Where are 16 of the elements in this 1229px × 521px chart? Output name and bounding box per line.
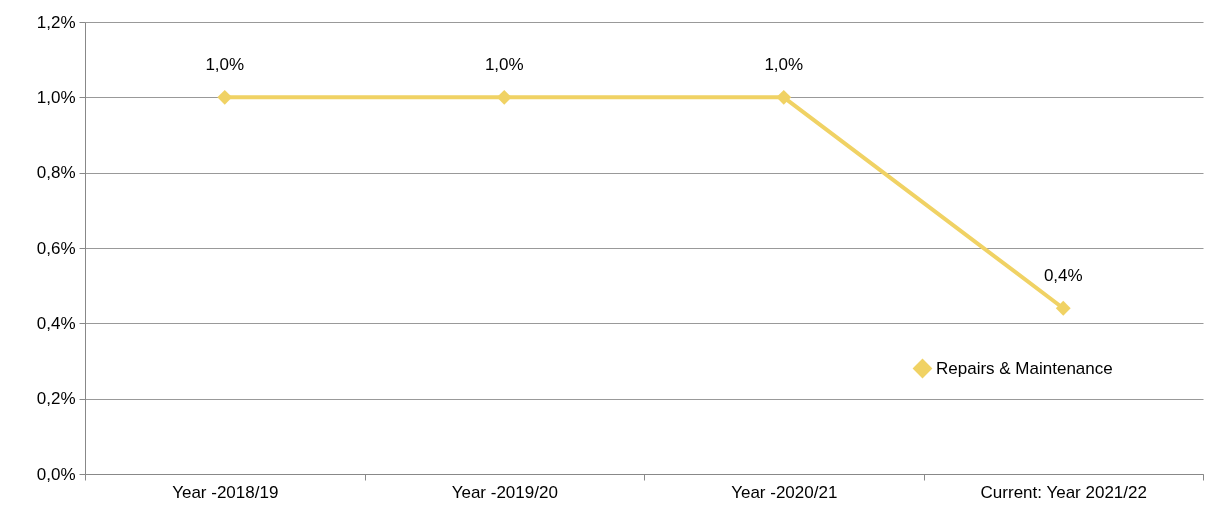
data-label: 1,0% — [205, 55, 245, 75]
x-tick-label: Year -2019/20 — [451, 482, 558, 502]
y-tick-label: 0,6% — [36, 238, 76, 258]
x-tick-label: Year -2020/21 — [731, 482, 838, 502]
x-tick-label: Current: Year 2021/22 — [980, 482, 1147, 502]
legend-label: Repairs & Maintenance — [936, 358, 1113, 378]
y-tick-label: 0,0% — [36, 464, 76, 484]
y-tick-label: 1,0% — [36, 87, 76, 107]
data-label: 1,0% — [764, 55, 804, 75]
data-label: 1,0% — [484, 55, 524, 75]
data-label: 0,4% — [1043, 266, 1083, 286]
y-tick-label: 0,8% — [36, 163, 76, 183]
y-tick-label: 1,2% — [36, 12, 76, 32]
x-tick-label: Year -2018/19 — [172, 482, 279, 502]
y-tick-label: 0,4% — [36, 313, 76, 333]
y-tick-label: 0,2% — [36, 389, 76, 409]
